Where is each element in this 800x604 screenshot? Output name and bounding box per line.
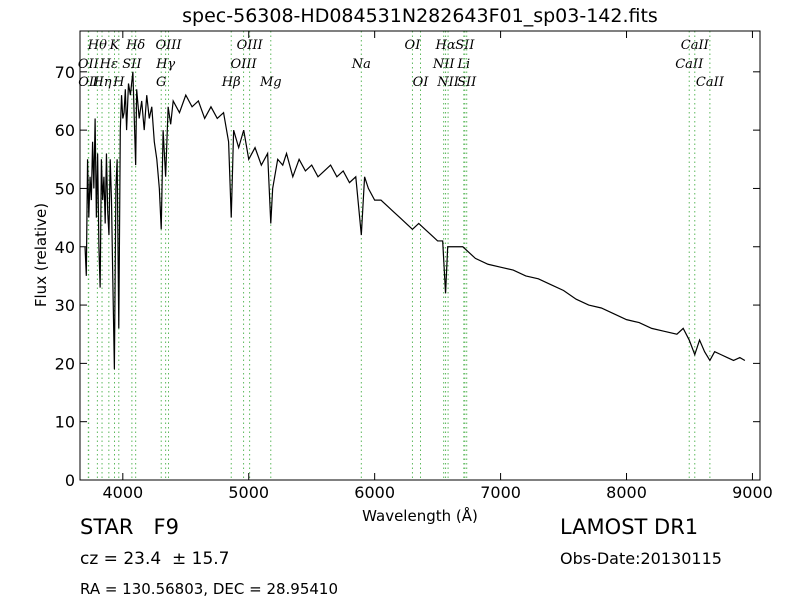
spectral-line-label: Hβ	[221, 75, 241, 90]
spectral-line-label: Na	[351, 57, 371, 72]
spectral-line-label: OIII	[155, 38, 182, 53]
y-tick-label: 70	[55, 63, 75, 82]
spectral-line-label: OII	[78, 57, 100, 72]
spectral-line-label: NII	[436, 75, 460, 90]
spectral-line-label: SII	[457, 75, 477, 90]
x-tick-label: 5000	[228, 483, 269, 502]
redshift: cz = 23.4 ± 15.7	[80, 549, 229, 569]
object-class: STAR F9	[80, 515, 179, 539]
spectral-line-label: Hη	[91, 75, 111, 90]
x-tick-label: 6000	[354, 483, 395, 502]
y-tick-label: 0	[65, 471, 75, 490]
spectral-line-label: Hε	[99, 57, 118, 72]
y-tick-label: 10	[55, 413, 75, 432]
spectral-line-label: Hθ	[87, 38, 107, 53]
x-tick-label: 4000	[102, 483, 143, 502]
survey: LAMOST DR1	[560, 515, 698, 539]
spectral-line-label: OI	[413, 75, 430, 90]
obs-date: Obs-Date:20130115	[560, 549, 722, 568]
spectral-line-label: Hγ	[155, 57, 175, 72]
plot-frame	[79, 30, 761, 481]
spectral-line-label: SII	[455, 38, 475, 53]
spectral-line-label: Mg	[259, 75, 282, 90]
spectral-line-label: OII	[78, 75, 100, 90]
x-tick-label: 8000	[606, 483, 647, 502]
spectral-line-label: G	[156, 75, 166, 90]
spectral-line-label: Li	[456, 57, 470, 72]
spectral-line-label: Hα	[435, 38, 456, 53]
x-axis-label: Wavelength (Å)	[362, 506, 478, 525]
y-tick-label: 40	[55, 238, 75, 257]
y-tick-label: 60	[55, 121, 75, 140]
spectral-line-label: OIII	[237, 38, 264, 53]
spectral-line-label: H	[112, 75, 125, 90]
y-tick-label: 20	[55, 354, 75, 373]
spectral-line-label: CaII	[681, 38, 710, 53]
spectrum-line	[84, 71, 746, 370]
x-tick-label: 9000	[732, 483, 773, 502]
y-axis-label: Flux (relative)	[32, 203, 50, 307]
spectral-line-label: K	[109, 38, 121, 53]
spectral-line-label: NII	[432, 57, 456, 72]
coordinates: RA = 130.56803, DEC = 28.95410	[80, 580, 338, 598]
y-tick-label: 50	[55, 179, 75, 198]
spectral-line-label: OIII	[231, 57, 258, 72]
spectral-line-label: SII	[122, 57, 142, 72]
chart-title: spec-56308-HD084531N282643F01_sp03-142.f…	[182, 5, 658, 27]
spectral-line-label: CaII	[696, 75, 725, 90]
spectral-line-label: Hδ	[125, 38, 145, 53]
spectral-line-label: CaII	[675, 57, 704, 72]
spectral-line-label: OI	[405, 38, 422, 53]
x-tick-label: 7000	[480, 483, 521, 502]
y-tick-label: 30	[55, 296, 75, 315]
